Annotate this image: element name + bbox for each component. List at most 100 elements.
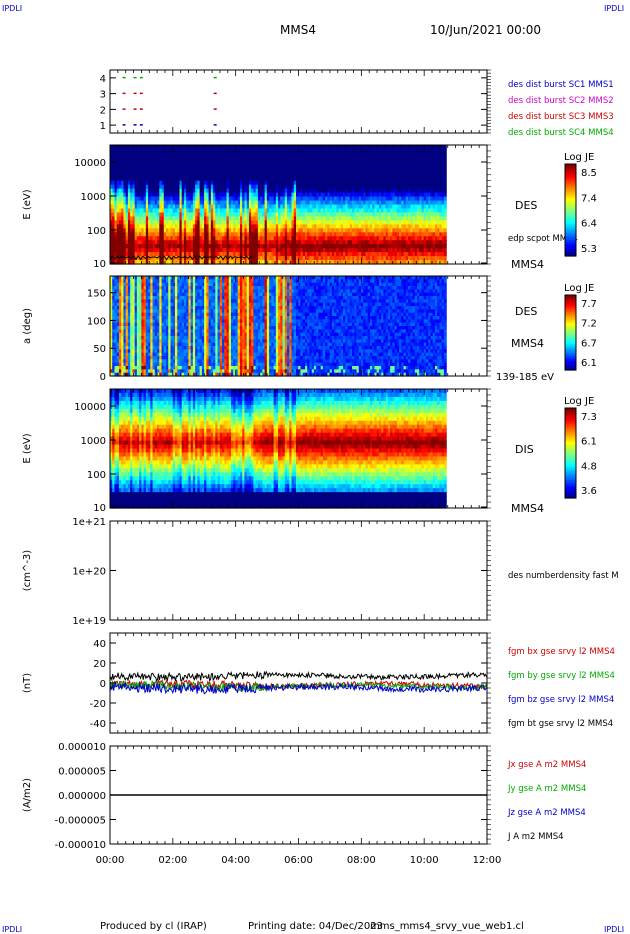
heatmap-cell: [145, 172, 149, 178]
heatmap-cell: [322, 232, 326, 237]
heatmap-cell: [183, 216, 187, 221]
heatmap-cell: [354, 152, 358, 158]
heatmap-cell: [378, 160, 382, 166]
heatmap-cell: [307, 256, 311, 261]
heatmap-cell: [334, 160, 337, 166]
heatmap-cell: [253, 188, 257, 194]
heatmap-cell: [183, 156, 187, 162]
heatmap-cell: [322, 184, 326, 190]
heatmap-cell: [199, 184, 203, 190]
heatmap-cell: [338, 228, 342, 233]
heatmap-cell: [172, 196, 176, 202]
heatmap-cell: [177, 160, 181, 166]
heatmap-cell: [248, 204, 252, 210]
heatmap-cell: [336, 156, 340, 162]
heatmap-cell: [376, 180, 380, 186]
heatmap-cell: [345, 176, 349, 182]
heatmap-cell: [372, 196, 376, 202]
heatmap-cell: [280, 172, 284, 178]
heatmap-cell: [383, 216, 387, 221]
heatmap-cell: [168, 200, 172, 206]
heatmap-cell: [233, 252, 237, 257]
heatmap-cell: [304, 160, 308, 166]
heatmap-cell: [325, 176, 328, 182]
heatmap-cell: [291, 152, 295, 158]
heatmap-cell: [127, 168, 131, 174]
heatmap-cell: [376, 188, 380, 194]
heatmap-cell: [360, 176, 364, 182]
heatmap-cell: [311, 220, 315, 225]
heatmap-cell: [331, 232, 335, 237]
heatmap-cell: [316, 148, 320, 154]
heatmap-cell: [208, 188, 212, 194]
heatmap-cell: [204, 252, 207, 257]
heatmap-cell: [271, 160, 275, 166]
heatmap-cell: [143, 204, 147, 210]
heatmap-cell: [188, 216, 192, 221]
heatmap-cell: [356, 216, 360, 221]
heatmap-cell: [311, 192, 315, 198]
heatmap-cell: [304, 232, 308, 237]
heatmap-cell: [145, 145, 149, 150]
heatmap-cell: [246, 260, 250, 265]
heatmap-cell: [329, 260, 333, 265]
heatmap-cell: [266, 256, 270, 261]
heatmap-cell: [347, 180, 351, 186]
heatmap-cell: [376, 252, 380, 257]
heatmap-cell: [338, 145, 342, 150]
heatmap-cell: [213, 244, 216, 249]
heatmap-cell: [123, 152, 127, 158]
heatmap-cell: [293, 232, 297, 237]
heatmap-cell: [369, 160, 373, 166]
heatmap-cell: [392, 196, 396, 202]
heatmap-cell: [170, 168, 174, 174]
heatmap-cell: [282, 220, 286, 225]
heatmap-cell: [363, 248, 367, 253]
heatmap-cell: [195, 188, 199, 194]
heatmap-cell: [154, 156, 158, 162]
heatmap-cell: [327, 244, 331, 249]
heatmap-cell: [242, 228, 246, 233]
heatmap-cell: [152, 212, 156, 217]
heatmap-cell: [201, 160, 205, 166]
heatmap-cell: [280, 260, 284, 265]
heatmap-cell: [195, 176, 199, 182]
heatmap-cell: [273, 232, 277, 237]
heatmap-cell: [237, 145, 241, 150]
heatmap-cell: [143, 224, 147, 229]
heatmap-cell: [367, 164, 371, 170]
heatmap-cell: [150, 188, 154, 194]
heatmap-cell: [280, 232, 284, 237]
heatmap-cell: [260, 236, 263, 241]
heatmap-cell: [266, 168, 270, 174]
heatmap-cell: [284, 152, 288, 158]
heatmap-cell: [275, 220, 279, 225]
heatmap-cell: [358, 168, 362, 174]
heatmap-cell: [222, 180, 225, 186]
heatmap-cell: [114, 196, 118, 202]
heatmap-cell: [278, 244, 281, 249]
heatmap-cell: [325, 260, 328, 265]
heatmap-cell: [334, 256, 337, 261]
heatmap-cell: [228, 256, 232, 261]
heatmap-cell: [186, 228, 190, 233]
heatmap-cell: [318, 172, 322, 178]
heatmap-cell: [118, 176, 122, 182]
heatmap-cell: [322, 256, 326, 261]
heatmap-cell: [262, 148, 266, 154]
heatmap-cell: [192, 232, 196, 237]
heatmap-cell: [289, 232, 293, 237]
heatmap-cell: [269, 192, 272, 198]
heatmap-cell: [307, 164, 311, 170]
heatmap-cell: [242, 156, 246, 162]
heatmap-cell: [231, 156, 234, 162]
heatmap-cell: [289, 188, 293, 194]
heatmap-cell: [347, 244, 351, 249]
heatmap-cell: [118, 256, 122, 261]
heatmap-cell: [199, 176, 203, 182]
heatmap-cell: [134, 248, 138, 253]
heatmap-cell: [190, 188, 194, 194]
heatmap-cell: [177, 152, 181, 158]
heatmap-cell: [157, 160, 160, 166]
heatmap-cell: [358, 188, 362, 194]
